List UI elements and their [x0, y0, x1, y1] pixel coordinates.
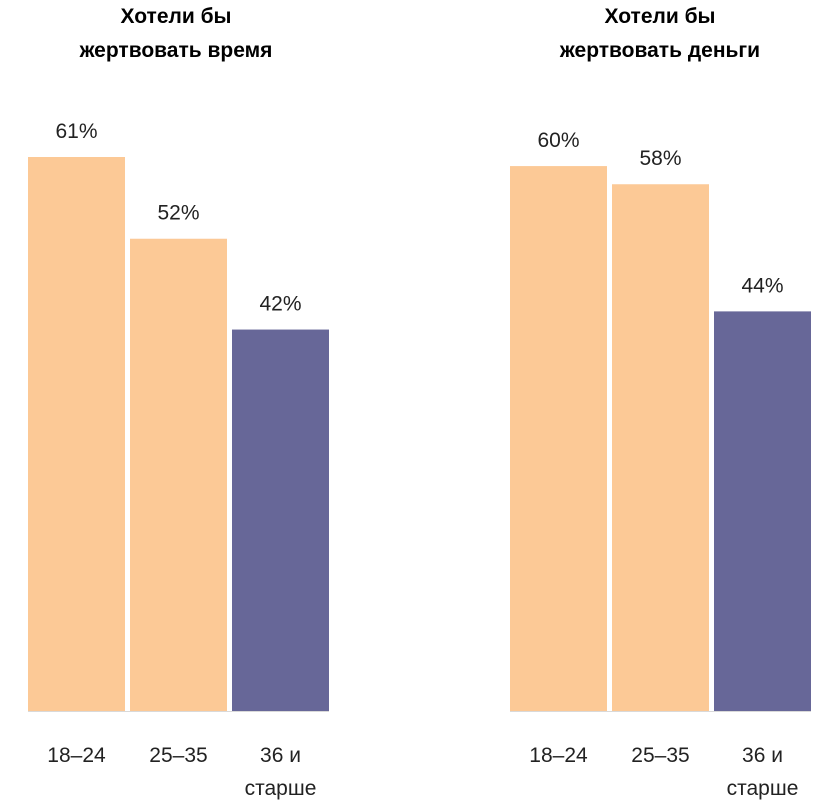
category-label: 36 и [260, 744, 301, 767]
chart-title: Хотели бы [605, 5, 716, 28]
category-label: 25–35 [631, 744, 689, 767]
data-label: 44% [741, 274, 783, 297]
data-label: 52% [157, 202, 199, 225]
bar [28, 157, 125, 711]
category-label: 25–35 [149, 744, 207, 767]
chart-title: Хотели бы [121, 5, 232, 28]
data-label: 42% [259, 293, 301, 316]
bar [232, 329, 329, 711]
bar [714, 311, 811, 711]
chart-title: жертвовать деньги [559, 39, 760, 62]
bar [510, 166, 607, 711]
bar [130, 238, 227, 711]
data-label: 60% [537, 129, 579, 152]
category-label: старше [245, 777, 317, 800]
category-label: старше [727, 777, 799, 800]
category-label: 18–24 [47, 744, 106, 767]
bar [612, 184, 709, 711]
category-label: 18–24 [529, 744, 588, 767]
category-label: 36 и [742, 744, 783, 767]
data-label: 61% [55, 120, 97, 143]
chart-title: жертвовать время [79, 39, 273, 62]
data-label: 58% [639, 147, 681, 170]
